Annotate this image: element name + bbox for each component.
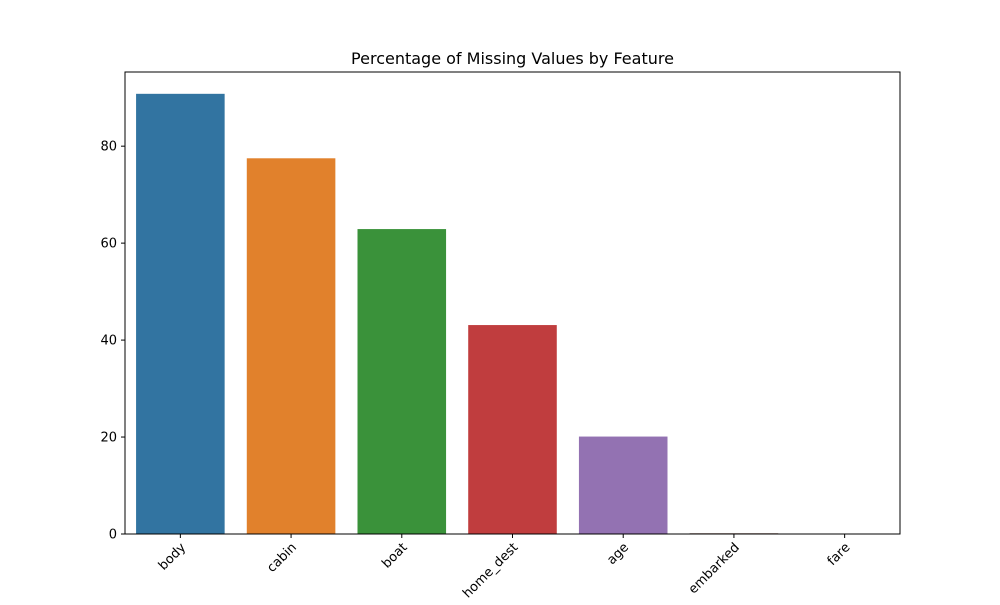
x-tick-label: age [604, 540, 632, 568]
x-tick-label: body [156, 540, 190, 574]
y-tick-label: 0 [109, 528, 117, 543]
x-tick-label: fare [825, 540, 854, 569]
y-axis: 0 20 40 60 80 [100, 140, 125, 543]
bars-layer [136, 94, 889, 534]
y-tick-label: 80 [100, 140, 117, 155]
x-tick-label: embarked [686, 540, 743, 597]
y-tick-label: 60 [100, 237, 117, 252]
y-tick-label: 20 [100, 431, 117, 446]
chart-title: Percentage of Missing Values by Feature [351, 49, 674, 68]
bar-cabin [247, 158, 336, 534]
bar-boat [358, 229, 447, 534]
x-axis: body cabin boat home_dest age embarked fare [156, 534, 854, 600]
y-tick-label: 40 [100, 334, 117, 349]
bar-age [579, 437, 668, 534]
x-tick-label: boat [379, 540, 410, 571]
bar-body [136, 94, 225, 534]
x-tick-label: cabin [264, 540, 300, 576]
x-tick-label: home_dest [460, 540, 521, 600]
bar-home-dest [468, 325, 557, 534]
